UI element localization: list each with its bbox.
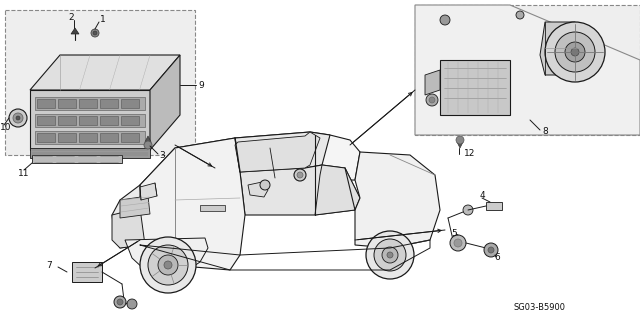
- Circle shape: [454, 239, 462, 247]
- Polygon shape: [425, 70, 440, 95]
- Bar: [58, 133, 76, 142]
- Circle shape: [545, 22, 605, 82]
- Bar: [415, 5, 640, 135]
- Bar: [486, 202, 502, 210]
- Bar: [79, 99, 97, 108]
- Bar: [100, 133, 118, 142]
- Text: 1: 1: [100, 14, 106, 24]
- Circle shape: [440, 15, 450, 25]
- Circle shape: [366, 231, 414, 279]
- Text: 3: 3: [159, 152, 164, 160]
- Bar: [37, 116, 55, 125]
- Bar: [5, 10, 195, 155]
- Bar: [200, 205, 225, 211]
- Circle shape: [516, 11, 524, 19]
- Polygon shape: [30, 55, 180, 90]
- Circle shape: [297, 172, 303, 178]
- Circle shape: [294, 169, 306, 181]
- Circle shape: [13, 113, 23, 123]
- Circle shape: [450, 235, 466, 251]
- Circle shape: [260, 180, 270, 190]
- Polygon shape: [125, 238, 208, 275]
- Text: 11: 11: [18, 168, 29, 177]
- Text: 9: 9: [198, 80, 204, 90]
- Bar: [35, 114, 145, 127]
- Polygon shape: [315, 165, 360, 215]
- Polygon shape: [235, 132, 330, 172]
- Circle shape: [565, 42, 585, 62]
- Bar: [37, 99, 55, 108]
- Polygon shape: [120, 196, 150, 218]
- Bar: [121, 99, 139, 108]
- Bar: [72, 262, 102, 282]
- Polygon shape: [30, 90, 150, 150]
- Circle shape: [91, 29, 99, 37]
- Circle shape: [387, 252, 393, 258]
- Circle shape: [117, 299, 123, 305]
- Circle shape: [488, 247, 494, 253]
- Bar: [100, 99, 118, 108]
- Polygon shape: [71, 28, 79, 34]
- Text: 7: 7: [46, 262, 52, 271]
- Bar: [37, 133, 55, 142]
- Circle shape: [158, 255, 178, 275]
- Polygon shape: [140, 138, 245, 270]
- Polygon shape: [140, 132, 360, 185]
- Bar: [121, 116, 139, 125]
- Circle shape: [164, 261, 172, 269]
- Circle shape: [456, 136, 464, 144]
- Text: SG03-B5900: SG03-B5900: [513, 302, 565, 311]
- Polygon shape: [355, 152, 440, 248]
- Polygon shape: [112, 185, 140, 248]
- Bar: [121, 133, 139, 142]
- Circle shape: [463, 205, 473, 215]
- Circle shape: [426, 94, 438, 106]
- Circle shape: [571, 48, 579, 56]
- Text: 2: 2: [68, 12, 74, 21]
- Text: 10: 10: [0, 123, 12, 132]
- Bar: [440, 60, 510, 115]
- Bar: [79, 133, 97, 142]
- Polygon shape: [540, 22, 580, 75]
- Text: 8: 8: [542, 128, 548, 137]
- Polygon shape: [150, 55, 180, 150]
- Circle shape: [429, 97, 435, 103]
- Circle shape: [374, 239, 406, 271]
- Polygon shape: [415, 5, 640, 135]
- Circle shape: [555, 32, 595, 72]
- Circle shape: [140, 237, 196, 293]
- Circle shape: [382, 247, 398, 263]
- Text: 5: 5: [451, 228, 457, 238]
- Text: 12: 12: [464, 149, 476, 158]
- Circle shape: [9, 109, 27, 127]
- Circle shape: [93, 31, 97, 35]
- Text: 4: 4: [480, 191, 486, 201]
- Bar: [30, 148, 150, 158]
- Polygon shape: [112, 208, 145, 248]
- Bar: [32, 155, 122, 163]
- Polygon shape: [457, 142, 463, 148]
- Circle shape: [16, 116, 20, 120]
- Circle shape: [127, 299, 137, 309]
- Circle shape: [114, 296, 126, 308]
- Bar: [58, 116, 76, 125]
- Polygon shape: [235, 132, 320, 172]
- Polygon shape: [140, 183, 157, 200]
- Bar: [35, 131, 145, 144]
- Polygon shape: [145, 136, 151, 142]
- Circle shape: [148, 245, 188, 285]
- Bar: [79, 116, 97, 125]
- Polygon shape: [248, 182, 268, 197]
- Circle shape: [484, 243, 498, 257]
- Polygon shape: [240, 165, 360, 215]
- Bar: [35, 97, 145, 110]
- Circle shape: [144, 141, 152, 149]
- Text: 6: 6: [494, 254, 500, 263]
- Bar: [58, 99, 76, 108]
- Bar: [100, 116, 118, 125]
